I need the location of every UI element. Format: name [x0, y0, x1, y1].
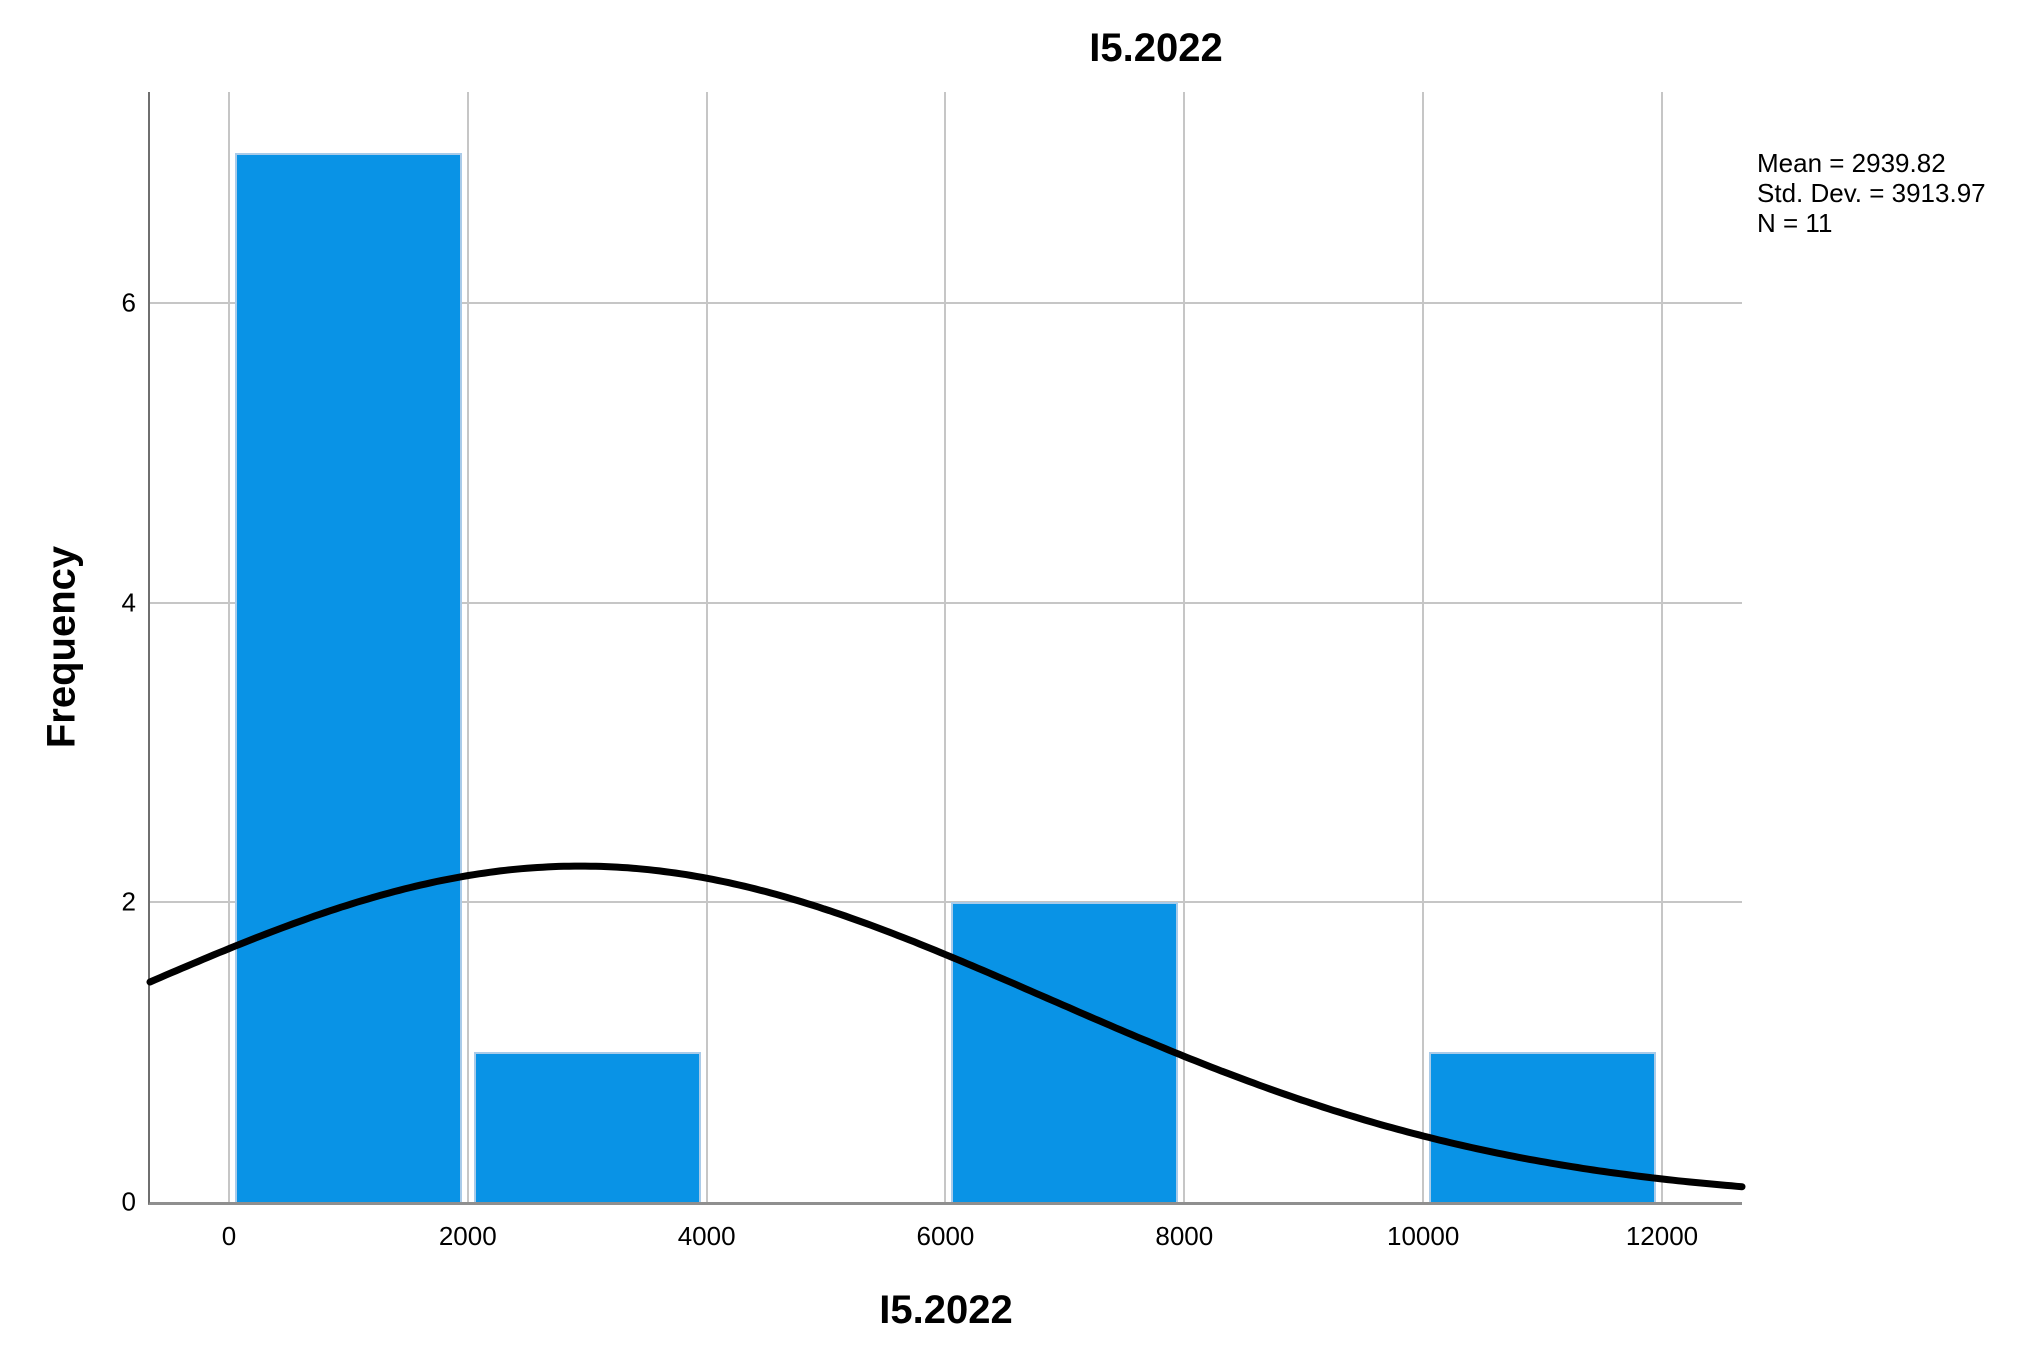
chart-title: I5.2022: [1089, 26, 1223, 70]
normal-curve: [146, 862, 1746, 1191]
x-tick-label: 6000: [916, 1221, 975, 1251]
gridline-vertical: [227, 92, 230, 1202]
x-tick-label: 10000: [1386, 1221, 1460, 1251]
gridline-horizontal: [150, 901, 1742, 904]
y-tick-label: 6: [121, 287, 136, 318]
histogram-bar: [951, 902, 1179, 1202]
gridline-vertical: [1183, 92, 1186, 1202]
x-tick-label: 8000: [1155, 1221, 1214, 1251]
x-axis-title: I5.2022: [879, 1288, 1013, 1332]
histogram-bar: [234, 153, 462, 1202]
x-tick-label: 2000: [438, 1221, 497, 1251]
gridline-horizontal: [150, 601, 1742, 604]
gridline-vertical: [466, 92, 469, 1202]
gridline-horizontal: [150, 302, 1742, 305]
gridline-vertical: [1422, 92, 1425, 1202]
x-tick-label: 0: [221, 1221, 237, 1251]
stat-n: N = 11: [1757, 208, 1833, 238]
histogram-bar: [473, 1052, 701, 1202]
plot-area: [146, 92, 1746, 1205]
y-axis-title: Frequency: [39, 545, 84, 749]
normal-curve-layer: [146, 862, 1746, 1191]
gridline-vertical: [1660, 92, 1663, 1202]
histogram-bar: [1429, 1052, 1656, 1202]
stat-mean: Mean = 2939.82: [1757, 148, 1946, 178]
stat-std-dev: Std. Dev. = 3913.97: [1757, 178, 1986, 208]
y-tick-label: 0: [121, 1186, 136, 1217]
stats-legend: Mean = 2939.82 Std. Dev. = 3913.97 N = 1…: [1757, 148, 1986, 238]
gridline-vertical: [944, 92, 947, 1202]
y-tick-label: 4: [121, 587, 136, 618]
gridline-vertical: [705, 92, 708, 1202]
x-tick-label: 12000: [1625, 1221, 1699, 1251]
x-tick-label: 4000: [677, 1221, 736, 1251]
y-tick-label: 2: [121, 886, 136, 917]
